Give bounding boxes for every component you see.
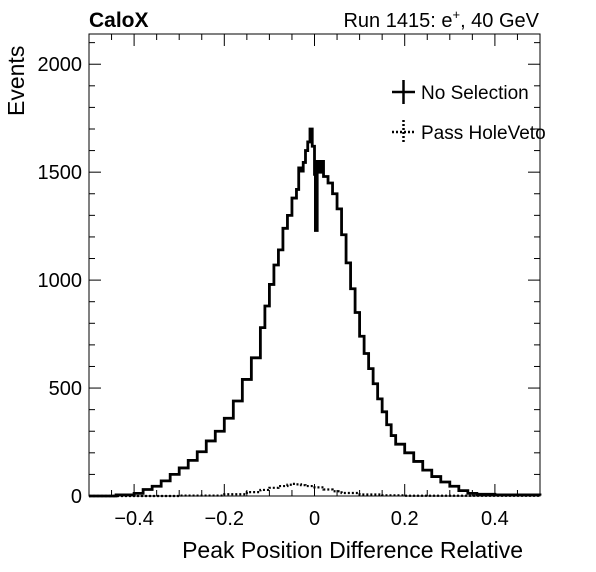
series-lines bbox=[89, 127, 542, 498]
x-axis-title: Peak Position Difference Relative bbox=[182, 537, 523, 563]
run-info-label: Run 1415: e+, 40 GeV bbox=[343, 7, 539, 32]
run-info-superscript: + bbox=[452, 7, 460, 22]
x-tick-label: −0.4 bbox=[114, 508, 153, 530]
y-tick-label: 2000 bbox=[38, 54, 83, 76]
legend-label-no-selection: No Selection bbox=[421, 83, 529, 104]
y-tick-label: 1000 bbox=[38, 270, 83, 292]
y-tick-label: 0 bbox=[71, 486, 82, 508]
y-axis-title: Events bbox=[3, 46, 29, 116]
legend: No Selection Pass HoleVeto bbox=[392, 80, 546, 144]
axis-ticks bbox=[88, 34, 541, 497]
experiment-label: CaloX bbox=[89, 9, 149, 32]
legend-label-pass-holeveto: Pass HoleVeto bbox=[421, 123, 546, 144]
run-info-suffix: , 40 GeV bbox=[460, 10, 540, 32]
axis-tick-labels: −0.4 −0.2 0 0.2 0.4 0 500 1000 1500 2000 bbox=[38, 54, 509, 530]
y-tick-label: 1500 bbox=[38, 162, 83, 184]
x-tick-label: 0.4 bbox=[481, 508, 509, 530]
x-tick-label: 0.2 bbox=[391, 508, 419, 530]
series-line-no-selection bbox=[89, 127, 542, 498]
x-tick-label: 0 bbox=[309, 508, 320, 530]
series-line-pass-holeveto bbox=[89, 482, 542, 498]
x-tick-label: −0.2 bbox=[205, 508, 244, 530]
run-info-prefix: Run 1415: e bbox=[343, 10, 452, 32]
y-tick-label: 500 bbox=[49, 378, 82, 400]
